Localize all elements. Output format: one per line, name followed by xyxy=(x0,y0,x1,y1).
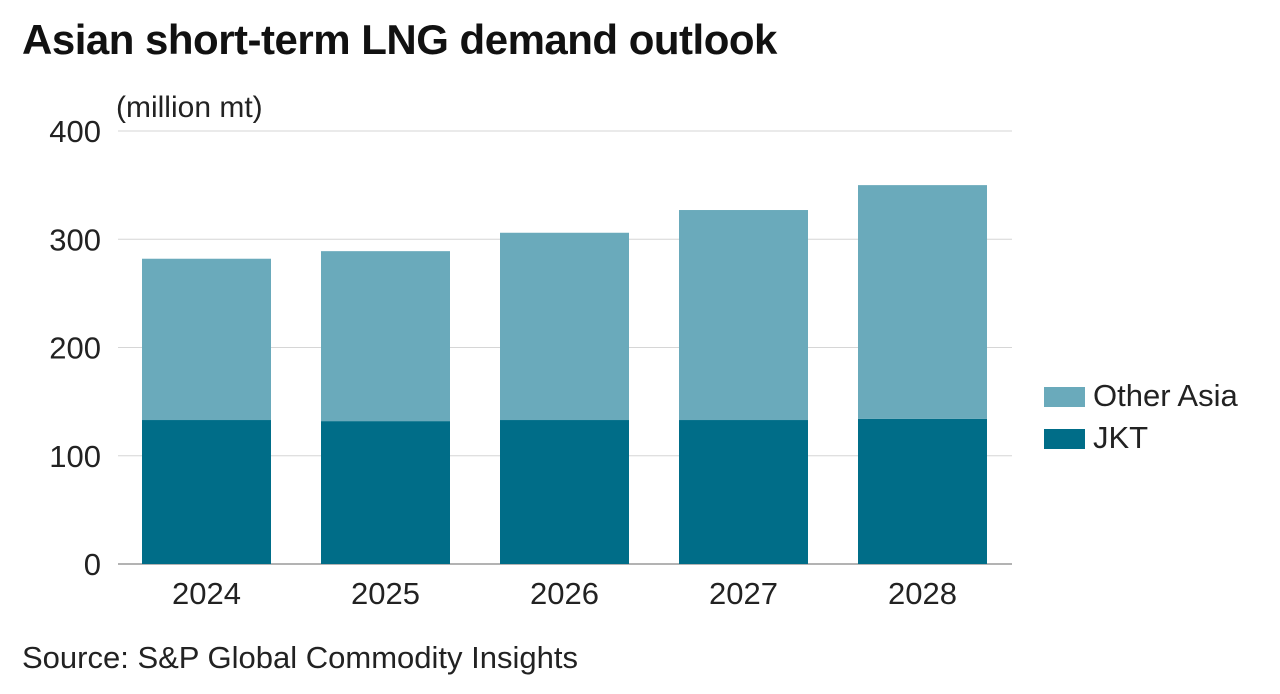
x-tick-label: 2026 xyxy=(530,576,599,611)
legend-label: Other Asia xyxy=(1093,378,1238,413)
bar-jkt xyxy=(858,418,987,564)
y-tick-label: 0 xyxy=(84,547,101,582)
bar-jkt xyxy=(679,420,808,564)
y-axis-unit-label: (million mt) xyxy=(116,91,263,124)
bar-other-asia xyxy=(500,232,629,421)
bar-jkt xyxy=(500,420,629,564)
x-tick-label: 2027 xyxy=(709,576,778,611)
legend-swatch xyxy=(1044,429,1085,449)
bar-other-asia xyxy=(142,258,271,421)
bar-other-asia xyxy=(679,210,808,421)
bar-other-asia xyxy=(858,185,987,419)
bars xyxy=(142,185,987,564)
y-tick-label: 100 xyxy=(49,439,101,474)
y-tick-label: 400 xyxy=(49,114,101,149)
legend-swatch xyxy=(1044,387,1085,407)
legend-label: JKT xyxy=(1093,420,1148,455)
y-tick-label: 300 xyxy=(49,222,101,257)
bar-jkt xyxy=(321,421,450,564)
x-tick-label: 2028 xyxy=(888,576,957,611)
chart-title: Asian short-term LNG demand outlook xyxy=(22,16,777,63)
x-tick-label: 2025 xyxy=(351,576,420,611)
y-axis-ticks: 0 100 200 300 400 xyxy=(49,114,101,582)
y-tick-label: 200 xyxy=(49,331,101,366)
bar-other-asia xyxy=(321,251,450,422)
x-axis-ticks: 2024 2025 2026 2027 2028 xyxy=(172,576,957,611)
bar-jkt xyxy=(142,420,271,564)
x-tick-label: 2024 xyxy=(172,576,241,611)
source-note: Source: S&P Global Commodity Insights xyxy=(22,640,578,675)
legend: Other Asia JKT xyxy=(1044,378,1238,455)
